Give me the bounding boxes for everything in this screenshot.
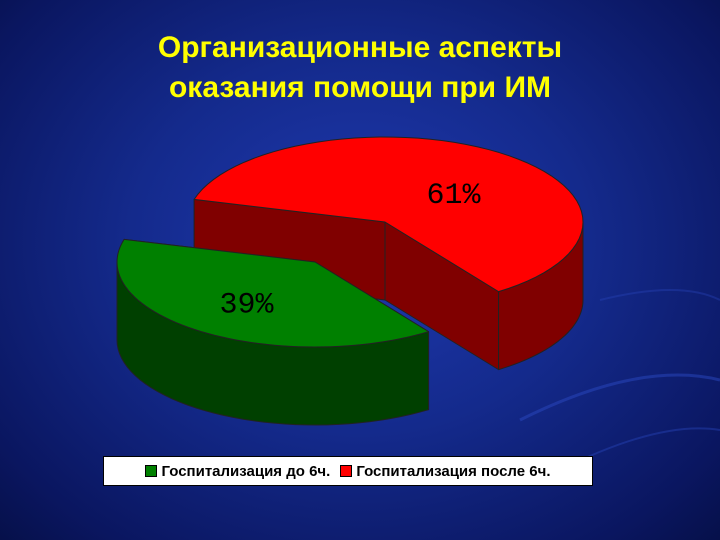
- legend-label: Госпитализация до 6ч.: [161, 462, 331, 480]
- chart-title: Организационные аспекты оказания помощи …: [157, 31, 563, 104]
- pie-slice: [116, 238, 430, 426]
- legend-entry: Госпитализация после 6ч.: [340, 462, 551, 480]
- legend-swatch: [340, 465, 353, 477]
- legend: Госпитализация до 6ч. Госпитализация посл…: [103, 456, 593, 486]
- legend-swatch: [145, 465, 158, 477]
- data-label: 39%: [220, 289, 275, 323]
- slice-top: [193, 136, 584, 293]
- legend-entry: Госпитализация до 6ч.: [145, 463, 330, 480]
- data-label: 61%: [426, 179, 481, 213]
- slice-top: [116, 238, 430, 348]
- legend-label: Госпитализация после 6ч.: [356, 462, 551, 480]
